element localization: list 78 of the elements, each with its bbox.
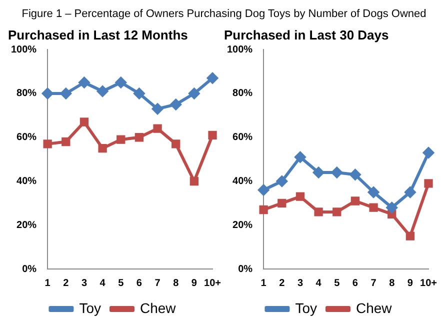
point — [43, 140, 52, 148]
point — [208, 130, 217, 140]
point — [406, 232, 415, 240]
x-tick-label: 3 — [297, 278, 304, 289]
y-tick-label: 0% — [22, 264, 37, 275]
y-tick-label: 20% — [232, 220, 253, 231]
point — [115, 77, 126, 88]
chart-title: Purchased in Last 12 Months — [8, 27, 188, 42]
x-tick-label: 5 — [118, 278, 124, 289]
point — [369, 203, 378, 212]
x-tick-label: 10+ — [204, 278, 222, 289]
y-tick-label: 60% — [16, 132, 37, 144]
caption: Figure 1 – Percentage of Owners Purchasing Dog Toys by Number of Dogs Owned — [20, 8, 428, 20]
point — [170, 98, 182, 110]
point — [80, 118, 89, 126]
y-tick-label: 100% — [11, 44, 37, 56]
point — [78, 77, 90, 88]
y-tick-label: 20% — [16, 220, 37, 231]
point — [152, 103, 164, 114]
point — [314, 208, 323, 216]
point — [42, 88, 54, 99]
x-tick-label: 1 — [44, 278, 51, 289]
point — [258, 184, 270, 196]
point — [386, 202, 398, 214]
x-tick-label: 8 — [389, 278, 396, 289]
y-tick-label: 100% — [227, 44, 253, 56]
point — [116, 135, 126, 144]
point — [134, 133, 144, 142]
x-tick-label: 10+ — [420, 278, 438, 289]
chart-title: Purchased in Last 30 Days — [224, 27, 389, 42]
point — [97, 86, 108, 97]
point — [276, 176, 288, 187]
x-tick-label: 2 — [63, 278, 70, 289]
legend-label: Chew — [140, 300, 177, 316]
y-tick-label: 80% — [232, 88, 253, 100]
legend-label: Toy — [79, 300, 102, 316]
x-tick-label: 3 — [81, 278, 88, 289]
point — [424, 179, 433, 188]
point — [134, 88, 145, 99]
legend-label: Toy — [295, 300, 318, 316]
x-tick-label: 6 — [352, 278, 358, 289]
x-tick-label: 2 — [279, 278, 286, 289]
point — [423, 147, 434, 158]
point — [259, 205, 268, 214]
y-tick-label: 40% — [232, 176, 253, 187]
point — [60, 88, 72, 99]
point — [332, 208, 342, 216]
point — [313, 166, 324, 178]
point — [368, 186, 380, 198]
point — [172, 140, 180, 148]
x-tick-label: 7 — [154, 278, 161, 289]
x-tick-label: 9 — [407, 278, 414, 289]
x-tick-label: 5 — [334, 278, 340, 289]
legend-label: Chew — [356, 300, 393, 316]
x-tick-label: 8 — [173, 278, 180, 289]
point — [190, 176, 199, 186]
point — [278, 198, 286, 208]
point — [350, 169, 361, 180]
point — [404, 186, 416, 198]
point — [98, 144, 107, 153]
x-tick-label: 6 — [136, 278, 142, 289]
x-tick-label: 7 — [370, 278, 377, 289]
y-tick-label: 40% — [16, 176, 37, 187]
point — [188, 88, 200, 99]
point — [207, 72, 218, 84]
point — [331, 166, 342, 178]
x-tick-label: 9 — [191, 278, 198, 289]
point — [294, 152, 306, 163]
point — [62, 137, 70, 146]
y-tick-label: 80% — [16, 88, 37, 100]
y-tick-label: 60% — [232, 132, 253, 144]
point — [153, 124, 162, 133]
x-tick-label: 4 — [316, 278, 322, 289]
y-tick-label: 0% — [238, 264, 253, 275]
x-tick-label: 4 — [100, 278, 106, 289]
point — [296, 192, 305, 201]
x-tick-label: 1 — [260, 278, 267, 289]
point — [350, 196, 360, 206]
